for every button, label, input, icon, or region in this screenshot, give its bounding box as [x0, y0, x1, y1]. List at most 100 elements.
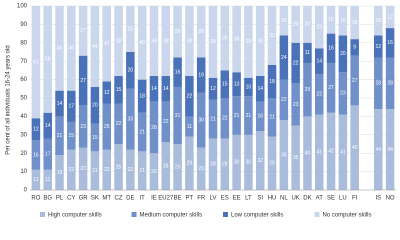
value-label: 38 [163, 38, 169, 44]
bar-segment [315, 74, 324, 115]
bar-segment [137, 151, 147, 190]
bar-segment [350, 39, 359, 56]
value-label: 22 [163, 119, 169, 125]
bar-segment [114, 103, 123, 144]
value-label: 14 [57, 101, 63, 107]
value-label: 11 [33, 177, 38, 183]
value-label: 16 [281, 18, 287, 24]
bar-segment [90, 123, 100, 152]
value-label: 20 [92, 103, 98, 109]
bar-segment [374, 35, 383, 58]
bar-segment [43, 6, 52, 113]
value-label: 31 [175, 113, 181, 119]
bar-segment [126, 6, 135, 52]
bar-segment [173, 144, 182, 190]
bar-segment [350, 6, 359, 40]
value-label: 46 [352, 145, 358, 151]
bar-segment [149, 153, 159, 190]
bar-segment [244, 6, 253, 78]
value-label: 15 [222, 82, 228, 88]
bar-segment [385, 28, 395, 58]
value-label: 22 [116, 121, 122, 127]
value-label: 28 [376, 81, 382, 87]
value-label: 15 [92, 135, 98, 141]
bar-segment [173, 57, 182, 87]
x-tick-label: SI [257, 196, 263, 202]
bar-segment [55, 90, 64, 117]
value-label: 25 [128, 26, 134, 32]
value-label: 61 [33, 59, 39, 65]
bar-segment [43, 169, 52, 190]
value-label: 19 [57, 170, 63, 176]
bar-segment [303, 42, 312, 64]
value-label: 25 [116, 164, 122, 170]
value-label: 39 [246, 39, 252, 45]
x-tick-label: LU [339, 196, 347, 202]
bar-segment [267, 136, 277, 190]
value-label: 22 [293, 60, 299, 66]
x-tick-label: AT [316, 196, 324, 202]
bar-segment [185, 136, 194, 190]
bar-segment [326, 6, 336, 34]
bar-segment [196, 57, 206, 93]
value-label: 38 [281, 152, 287, 158]
bar-segment [303, 6, 312, 43]
bar-segment [126, 88, 135, 150]
value-label: 38 [151, 38, 157, 44]
x-tick-label: LV [210, 196, 217, 202]
x-tick-label: IS [375, 196, 381, 202]
value-label: 23 [293, 102, 299, 108]
x-tick-label: PL [56, 196, 64, 202]
value-label: 20 [128, 68, 134, 74]
legend-label: No computer skills [323, 213, 372, 219]
x-tick-label: IT [139, 196, 145, 202]
legend-label: Medium computer skills [140, 213, 203, 219]
value-label: 28 [222, 162, 228, 168]
value-label: 23 [198, 166, 204, 172]
bar-segment [338, 72, 348, 115]
value-label: 21 [139, 168, 145, 174]
value-label: 22 [69, 167, 75, 173]
bar-segment [208, 6, 218, 78]
bar-segment [161, 101, 171, 143]
bar-segment [185, 6, 194, 76]
y-tick-label: 50 [20, 96, 27, 102]
bar-segment [67, 90, 76, 122]
bar-segment [350, 55, 359, 106]
bar-segment [208, 138, 218, 190]
value-label: 18 [269, 79, 275, 85]
value-label: 23 [316, 24, 322, 30]
bar-segment [137, 79, 147, 113]
value-label: 16 [175, 70, 181, 76]
value-label: 20 [293, 22, 299, 28]
bar-segment [291, 42, 300, 84]
value-label: 22 [281, 97, 287, 103]
value-label: 15 [328, 17, 334, 23]
value-label: 21 [234, 113, 240, 119]
bar-segment [303, 116, 312, 190]
x-tick-label: BE [174, 196, 182, 202]
value-label: 21 [269, 115, 275, 121]
bar-segment [31, 169, 41, 190]
y-tick-label: 20 [20, 151, 27, 157]
bar-segment [102, 81, 111, 104]
bar-segment [43, 138, 52, 170]
value-label: 40 [305, 151, 311, 157]
value-label: 16 [257, 114, 263, 120]
bar-segment [279, 120, 289, 190]
bar-segment [338, 6, 348, 36]
bar-segment [220, 138, 230, 190]
value-label: 14 [257, 86, 263, 92]
bar-segment [315, 114, 324, 190]
chart: Per cent of all individuals 16-24 years … [6, 4, 396, 219]
value-label: 23 [340, 91, 346, 97]
bar-segment [267, 98, 277, 137]
value-label: 16 [33, 152, 39, 158]
value-label: 38 [116, 38, 122, 44]
value-label: 30 [198, 117, 204, 123]
value-label: 32 [269, 33, 275, 39]
bar-segment [267, 64, 277, 98]
x-tick-label: CY [67, 196, 75, 202]
bar-segment [267, 6, 277, 65]
value-label: 16 [328, 46, 334, 52]
